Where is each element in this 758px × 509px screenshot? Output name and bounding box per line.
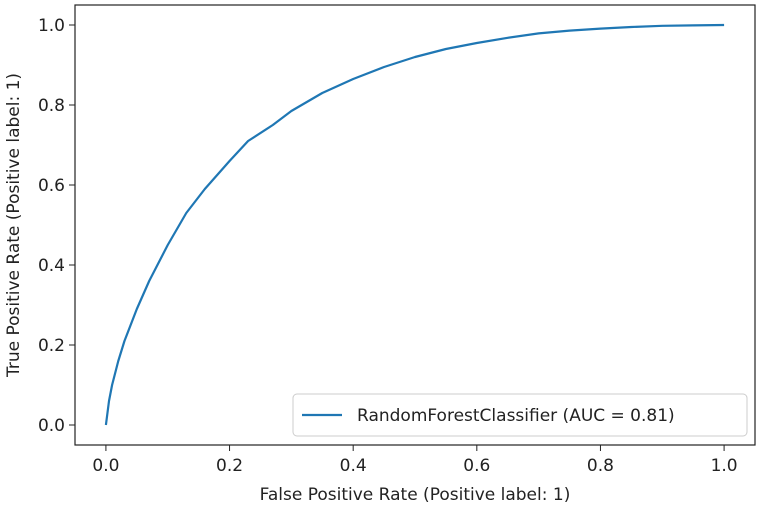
x-tick-label: 0.4 bbox=[340, 456, 367, 476]
y-tick-label: 0.6 bbox=[38, 176, 65, 196]
y-tick-label: 1.0 bbox=[38, 16, 65, 36]
x-axis-label: False Positive Rate (Positive label: 1) bbox=[260, 485, 571, 505]
x-tick-label: 1.0 bbox=[711, 456, 738, 476]
y-tick-label: 0.2 bbox=[38, 336, 65, 356]
x-axis-ticks: 0.0 0.2 0.4 0.6 0.8 1.0 bbox=[92, 445, 738, 476]
roc-curve bbox=[104, 23, 725, 426]
plot-frame bbox=[74, 4, 756, 446]
y-tick-label: 0.4 bbox=[38, 256, 65, 276]
x-tick-label: 0.0 bbox=[92, 456, 119, 476]
legend: RandomForestClassifier (AUC = 0.81) bbox=[292, 393, 748, 437]
y-tick-label: 0.0 bbox=[38, 416, 65, 436]
y-axis-label: True Positive Rate (Positive label: 1) bbox=[4, 73, 24, 378]
y-axis-ticks: 0.0 0.2 0.4 0.6 0.8 1.0 bbox=[38, 16, 75, 436]
y-tick-label: 0.8 bbox=[38, 96, 65, 116]
legend-label: RandomForestClassifier (AUC = 0.81) bbox=[357, 406, 675, 426]
x-tick-label: 0.2 bbox=[216, 456, 243, 476]
x-tick-label: 0.8 bbox=[587, 456, 614, 476]
x-tick-label: 0.6 bbox=[463, 456, 490, 476]
legend-box bbox=[292, 393, 748, 437]
